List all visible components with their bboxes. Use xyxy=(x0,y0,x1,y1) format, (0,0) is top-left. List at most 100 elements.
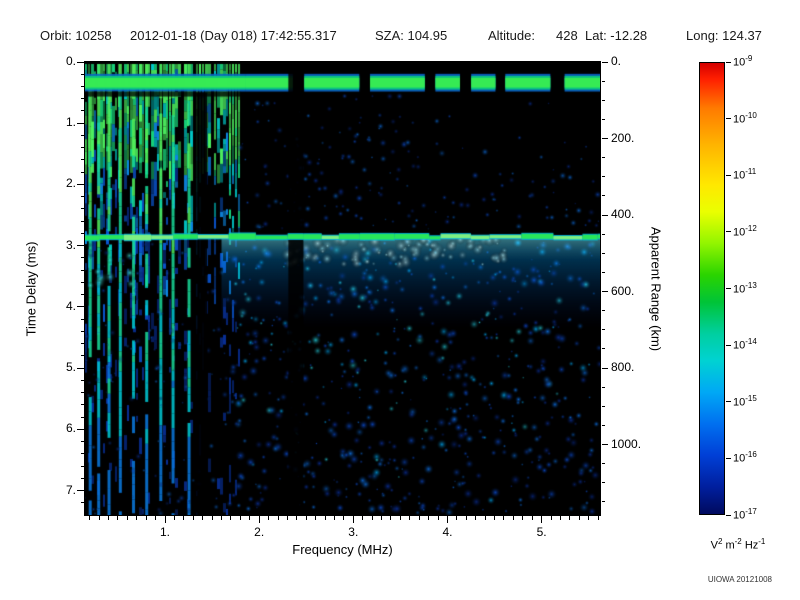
colorbar-tick-label: 10-16 xyxy=(733,450,757,466)
x-axis-tick xyxy=(164,516,166,523)
x-axis-minor-tick xyxy=(409,516,411,520)
x-axis-minor-tick xyxy=(192,516,194,520)
x-axis-minor-tick xyxy=(239,516,241,520)
colorbar xyxy=(699,62,725,515)
y-axis-minor-tick xyxy=(81,294,85,296)
y-axis-minor-tick xyxy=(81,269,85,271)
y2-axis-minor-tick xyxy=(602,118,605,120)
colorbar-tick xyxy=(726,401,731,403)
colorbar-tick-label: 10-9 xyxy=(733,54,753,69)
y-axis-tick xyxy=(77,490,85,491)
y2-axis-minor-tick xyxy=(602,157,605,159)
x-axis-minor-tick xyxy=(362,516,364,520)
y2-axis-minor-tick xyxy=(602,252,605,254)
y2-axis-minor-tick xyxy=(602,348,605,350)
x-axis-minor-tick xyxy=(89,516,91,520)
header-field: Lat: -12.28 xyxy=(585,28,648,43)
y-axis-minor-tick xyxy=(81,453,85,455)
y-axis-minor-tick xyxy=(81,220,85,222)
x-axis-tick xyxy=(352,516,354,523)
x-axis-minor-tick xyxy=(145,516,147,520)
x-axis-tick-label: 1. xyxy=(160,525,171,539)
x-axis-minor-tick xyxy=(371,516,373,520)
colorbar-tick xyxy=(726,288,731,289)
y2-axis-minor-tick xyxy=(602,386,605,388)
x-axis-minor-tick xyxy=(117,516,119,520)
x-axis-minor-tick xyxy=(512,516,514,520)
y-axis-minor-tick xyxy=(81,73,85,75)
x-axis-minor-tick xyxy=(126,516,128,520)
y2-axis-minor-tick xyxy=(602,233,605,235)
y-axis-tick xyxy=(77,306,85,308)
x-axis-minor-tick xyxy=(230,516,232,520)
x-axis-tick-label: 3. xyxy=(348,525,359,539)
x-axis-minor-tick xyxy=(465,516,467,520)
y-axis-minor-tick xyxy=(81,281,85,283)
x-axis-minor-tick xyxy=(286,516,288,520)
y-axis-tick xyxy=(77,61,85,63)
y-axis-minor-tick xyxy=(81,343,85,345)
y-axis-minor-tick xyxy=(81,441,85,443)
x-axis-minor-tick xyxy=(522,516,524,520)
x-axis-minor-tick xyxy=(108,516,110,520)
y-axis-tick-label: 5. xyxy=(65,360,76,375)
x-axis-minor-tick xyxy=(221,516,223,520)
y-axis-tick xyxy=(77,245,85,247)
x-axis-minor-tick xyxy=(183,516,185,520)
y2-axis-tick xyxy=(602,291,608,293)
y-axis-tick-label: 6. xyxy=(65,421,76,436)
y-axis-minor-tick xyxy=(81,392,85,394)
x-axis-minor-tick xyxy=(305,516,307,520)
y-axis-minor-tick xyxy=(81,171,85,173)
y2-axis-minor-tick xyxy=(602,405,605,407)
colorbar-tick xyxy=(726,118,731,120)
x-axis-minor-tick xyxy=(333,516,335,520)
x-axis-minor-tick xyxy=(503,516,505,520)
x-axis-minor-tick xyxy=(475,516,477,520)
y-axis-minor-tick xyxy=(81,465,85,467)
colorbar-tick-label: 10-17 xyxy=(733,507,757,522)
colorbar-tick-label: 10-13 xyxy=(733,280,757,296)
colorbar-tick-label: 10-10 xyxy=(733,110,757,126)
y2-axis-tick xyxy=(602,367,608,369)
credit-text: UIOWA 20121008 xyxy=(707,575,772,584)
y-axis-minor-tick xyxy=(81,379,85,381)
x-axis-title: Frequency (MHz) xyxy=(292,542,393,557)
x-axis-minor-tick xyxy=(494,516,496,520)
y-axis-tick-label: 3. xyxy=(65,237,76,252)
x-axis-minor-tick xyxy=(268,516,270,520)
x-axis-minor-tick xyxy=(381,516,383,520)
y-axis-tick xyxy=(77,122,85,124)
y2-axis-tick-label: 400. xyxy=(611,207,635,222)
x-axis-minor-tick xyxy=(315,516,317,520)
header-field: SZA: 104.95 xyxy=(375,28,448,43)
header-field: Orbit: 10258 xyxy=(40,28,112,43)
x-axis-minor-tick xyxy=(202,516,204,520)
x-axis-minor-tick xyxy=(484,516,486,520)
y2-axis-tick xyxy=(602,444,608,446)
y-axis-minor-tick xyxy=(81,257,85,259)
x-axis-tick xyxy=(258,516,260,523)
y-axis-minor-tick xyxy=(81,355,85,357)
y2-axis-tick-label: 600. xyxy=(611,283,635,298)
y2-axis-minor-tick xyxy=(602,195,605,197)
y-axis-minor-tick xyxy=(81,159,85,161)
y-axis-minor-tick xyxy=(81,208,85,210)
y-axis-minor-tick xyxy=(81,318,85,320)
x-axis-minor-tick xyxy=(155,516,157,520)
y2-axis-minor-tick xyxy=(602,310,605,312)
y2-axis-minor-tick xyxy=(602,501,605,503)
x-axis-tick xyxy=(541,516,543,523)
x-axis-minor-tick xyxy=(249,516,251,520)
y2-axis-minor-tick xyxy=(602,99,605,101)
x-axis-minor-tick xyxy=(136,516,138,520)
y-axis-minor-tick xyxy=(81,85,85,87)
header-field: Long: 124.37 xyxy=(686,28,762,43)
colorbar-tick-label: 10-11 xyxy=(733,167,757,182)
x-axis-minor-tick xyxy=(98,516,100,520)
colorbar-tick-label: 10-14 xyxy=(733,337,757,352)
colorbar-tick xyxy=(726,514,731,516)
spectrogram-heatmap xyxy=(85,62,600,515)
x-axis-minor-tick xyxy=(428,516,430,520)
y2-axis-tick-label: 0. xyxy=(611,54,622,68)
